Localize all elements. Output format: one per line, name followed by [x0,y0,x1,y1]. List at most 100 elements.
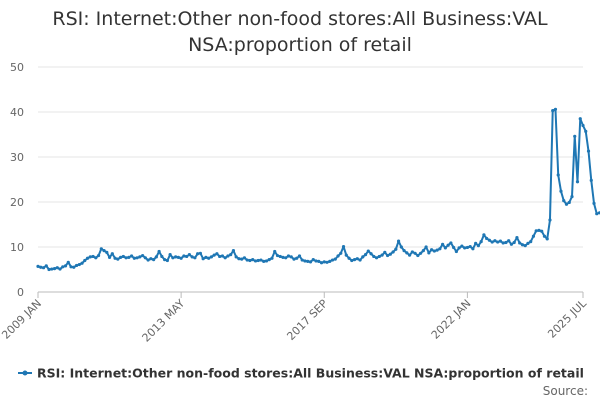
data-point[interactable] [176,255,180,259]
data-point[interactable] [540,229,544,233]
data-point[interactable] [314,259,318,263]
data-point[interactable] [383,250,387,254]
data-point[interactable] [253,259,258,263]
data-point[interactable] [190,255,194,259]
data-point[interactable] [405,251,409,255]
data-point[interactable] [237,257,241,261]
data-point[interactable] [83,258,87,263]
data-point[interactable] [457,246,461,250]
data-point[interactable] [385,253,390,258]
data-point[interactable] [388,252,392,256]
data-point[interactable] [152,258,156,262]
data-point[interactable] [306,259,310,263]
data-point[interactable] [113,256,117,260]
data-point[interactable] [468,244,472,249]
data-point[interactable] [149,257,153,261]
data-point[interactable] [330,258,335,262]
data-point[interactable] [319,261,324,265]
data-point[interactable] [518,241,522,245]
data-point[interactable] [110,252,114,256]
data-point[interactable] [311,258,315,262]
data-point[interactable] [421,249,425,253]
data-point[interactable] [485,236,489,241]
data-point[interactable] [264,259,269,263]
data-point[interactable] [138,255,142,259]
data-point[interactable] [215,252,219,256]
data-point[interactable] [58,267,62,271]
data-point[interactable] [218,254,222,259]
data-point[interactable] [223,256,227,260]
data-point[interactable] [537,228,541,232]
data-point[interactable] [77,262,81,267]
data-point[interactable] [259,258,263,262]
data-point[interactable] [441,242,445,246]
data-point[interactable] [575,180,580,184]
data-point[interactable] [391,250,395,254]
data-point[interactable] [394,247,398,251]
data-point[interactable] [399,245,403,249]
data-point[interactable] [209,255,214,259]
data-point[interactable] [361,255,365,259]
data-point[interactable] [573,134,577,138]
data-point[interactable] [85,256,90,260]
data-point[interactable] [355,257,359,261]
data-point[interactable] [179,256,183,260]
data-point[interactable] [454,249,458,254]
data-point[interactable] [295,256,299,260]
data-point[interactable] [449,241,453,245]
data-point[interactable] [308,260,313,264]
data-point[interactable] [515,235,519,240]
data-point[interactable] [141,253,145,258]
data-point[interactable] [91,254,95,259]
data-point[interactable] [220,254,225,258]
data-point[interactable] [427,251,431,255]
data-point[interactable] [369,252,373,256]
data-point[interactable] [281,255,285,259]
data-point[interactable] [39,265,43,269]
data-point[interactable] [548,218,552,222]
data-point[interactable] [523,244,527,248]
data-point[interactable] [435,248,439,252]
data-point[interactable] [102,249,106,253]
data-point[interactable] [165,258,169,263]
data-point[interactable] [204,255,208,259]
data-point[interactable] [297,254,302,258]
data-point[interactable] [234,255,238,259]
data-point[interactable] [592,201,596,205]
data-point[interactable] [482,233,486,237]
data-point[interactable] [328,259,332,263]
data-point[interactable] [570,195,574,199]
data-point[interactable] [476,244,480,248]
data-point[interactable] [407,253,412,257]
data-point[interactable] [292,257,296,261]
data-point[interactable] [531,234,536,238]
data-point[interactable] [336,254,340,258]
data-point[interactable] [143,256,147,260]
data-point[interactable] [36,264,40,268]
data-point[interactable] [553,107,558,111]
data-point[interactable] [372,254,376,259]
data-point[interactable] [438,247,442,251]
data-point[interactable] [69,265,73,269]
data-point[interactable] [545,237,549,241]
data-point[interactable] [402,249,406,253]
data-point[interactable] [121,254,125,259]
data-point[interactable] [273,249,277,254]
data-point[interactable] [551,109,555,113]
data-point[interactable] [567,200,571,205]
data-point[interactable] [432,249,436,253]
data-point[interactable] [198,251,202,255]
data-point[interactable] [41,266,46,270]
data-point[interactable] [270,256,274,260]
data-point[interactable] [347,256,351,260]
data-point[interactable] [465,245,469,250]
data-point[interactable] [245,258,249,262]
data-point[interactable] [154,255,158,259]
data-point[interactable] [201,257,205,261]
data-point[interactable] [240,257,244,261]
data-point[interactable] [474,241,478,245]
data-point[interactable] [118,255,123,259]
data-point[interactable] [52,267,57,271]
data-point[interactable] [460,244,464,248]
data-point[interactable] [146,258,150,262]
